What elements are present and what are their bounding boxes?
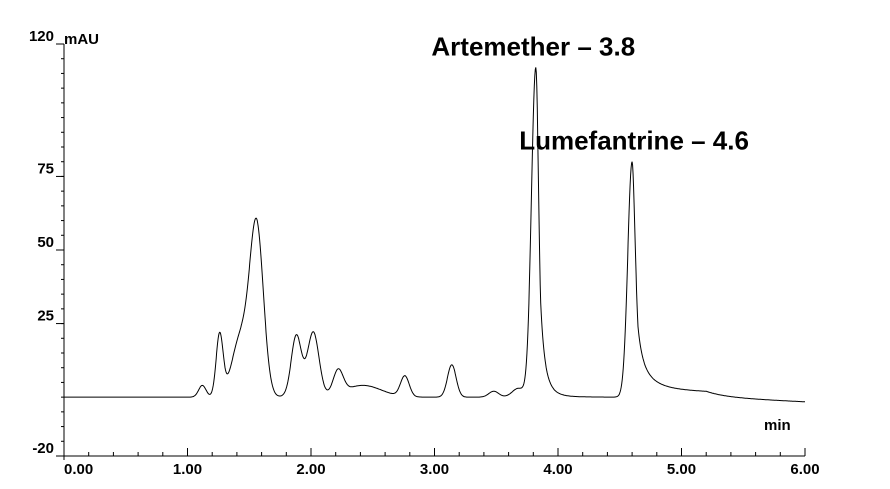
y-tick-label: 120 bbox=[29, 28, 54, 45]
x-tick-label: 4.00 bbox=[543, 461, 572, 478]
y-tick-label: 50 bbox=[37, 234, 54, 251]
y-tick-label: -20 bbox=[32, 440, 54, 457]
x-tick-label: 1.00 bbox=[173, 461, 202, 478]
x-tick-label: 3.00 bbox=[420, 461, 449, 478]
x-axis-unit-label: min bbox=[764, 417, 791, 434]
peak-annotation: Lumefantrine – 4.6 bbox=[519, 126, 749, 156]
y-axis-unit-label: mAU bbox=[64, 31, 99, 48]
chromatogram-trace bbox=[64, 67, 805, 403]
y-axis: -20 25 50 75 120 bbox=[29, 28, 65, 460]
x-tick-label: 0.00 bbox=[64, 461, 93, 478]
x-tick-label: 2.00 bbox=[296, 461, 325, 478]
peak-annotation: Artemether – 3.8 bbox=[431, 32, 635, 62]
x-tick-label: 5.00 bbox=[667, 461, 696, 478]
x-tick-label: 6.00 bbox=[790, 461, 819, 478]
peak-annotations: Artemether – 3.8 Lumefantrine – 4.6 bbox=[431, 32, 749, 156]
y-tick-label: 25 bbox=[37, 308, 54, 325]
y-tick-label: 75 bbox=[37, 160, 54, 177]
x-axis: 0.00 1.00 2.00 3.00 4.00 5.00 6.00 bbox=[63, 448, 820, 478]
